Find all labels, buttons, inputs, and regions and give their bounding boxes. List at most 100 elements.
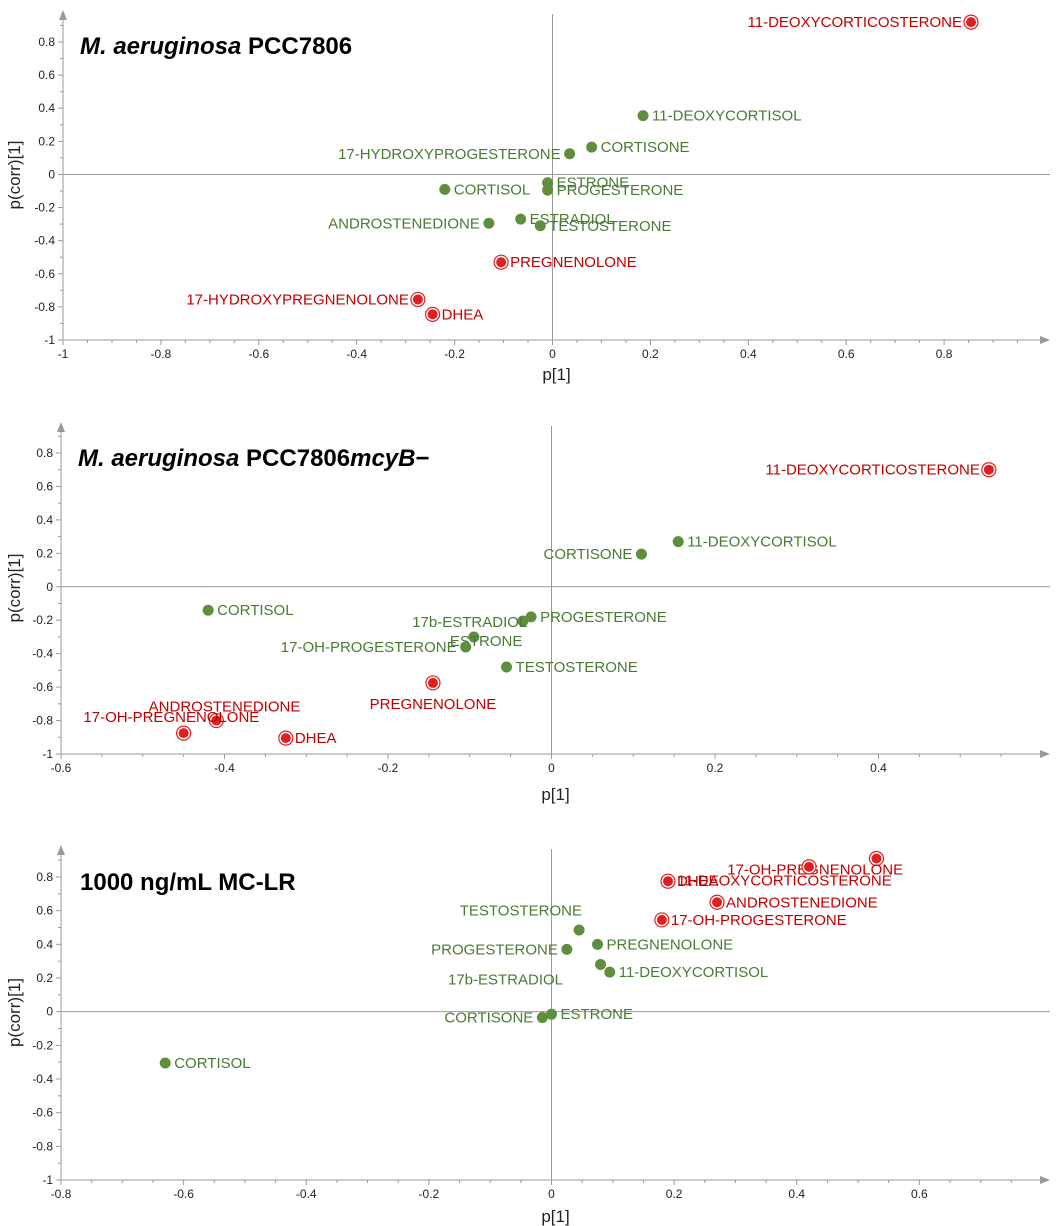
x-tick-label: 0.4 xyxy=(788,1187,805,1201)
point-label: 17-HYDROXYPROGESTERONE xyxy=(338,146,561,163)
point-label: 17-OH-PROGESTERONE xyxy=(281,639,457,656)
data-point xyxy=(412,294,423,305)
y-tick-label: -0.8 xyxy=(34,300,55,314)
data-point xyxy=(280,733,291,744)
x-tick-label: -0.6 xyxy=(248,347,269,361)
point-label: ESTRADIOL xyxy=(530,211,615,228)
x-tick-label: 0.2 xyxy=(642,347,659,361)
chart-panel-2: -1 -0.8 -0.6 -0.4 -0.2 0 0.2 0.4 0.6 0.8 -0.6 -0.4 -… xyxy=(5,422,1050,804)
data-point xyxy=(501,661,513,673)
x-tick-label: 0.6 xyxy=(911,1187,928,1201)
y-tick-label: -1 xyxy=(44,333,55,347)
x-tick-label: 0 xyxy=(548,761,555,775)
y-tick-label: 0.8 xyxy=(36,446,53,460)
y-tick-label: 0.6 xyxy=(36,904,53,918)
x-tick-label: -0.4 xyxy=(346,347,367,361)
data-point xyxy=(542,184,554,196)
point-label: CORTISOL xyxy=(217,602,293,619)
x-tick-label: -0.2 xyxy=(419,1187,440,1201)
x-tick-label: 0.2 xyxy=(666,1187,683,1201)
y-axis-label: p(corr)[1] xyxy=(5,554,24,623)
data-point xyxy=(439,183,451,195)
data-point xyxy=(586,141,598,153)
y-axis-label: p(corr)[1] xyxy=(5,978,24,1047)
point-label: 17b-ESTRADIOL xyxy=(412,614,527,631)
point-label: PREGNENOLONE xyxy=(510,254,637,271)
data-point xyxy=(573,924,585,936)
y-tick-label: -0.4 xyxy=(32,1072,53,1086)
x-tick-label: -1 xyxy=(58,347,69,361)
y-tick-label: 0.2 xyxy=(36,971,53,985)
data-point xyxy=(637,110,649,122)
point-label: ESTRONE xyxy=(557,175,630,192)
x-tick-label: -0.6 xyxy=(173,1187,194,1201)
data-point xyxy=(483,217,495,229)
point-label: 11-DEOXYCORTISOL xyxy=(652,108,802,125)
point-label: PREGNENOLONE xyxy=(606,936,733,953)
data-point xyxy=(561,943,573,955)
point-label: 17-OH-PREGNENOLONE xyxy=(83,709,259,726)
data-point xyxy=(159,1057,171,1069)
data-point xyxy=(536,1012,548,1024)
point-label: ANDROSTENEDIONE xyxy=(149,698,301,715)
x-tick-label: 0.4 xyxy=(870,761,887,775)
data-point xyxy=(525,611,537,623)
data-point xyxy=(211,715,222,726)
data-point xyxy=(966,17,977,28)
data-point xyxy=(656,914,667,925)
data-point xyxy=(672,536,684,548)
x-tick-label: 0.8 xyxy=(936,347,953,361)
y-tick-label: -0.8 xyxy=(32,1139,53,1153)
y-axis-arrow xyxy=(57,845,65,855)
y-tick-label: -0.4 xyxy=(32,647,53,661)
data-point xyxy=(595,959,607,971)
y-tick-label: -0.6 xyxy=(34,267,55,281)
y-tick-label: -0.2 xyxy=(34,201,55,215)
point-label: 17-OH-PROGESTERONE xyxy=(671,912,847,929)
data-point xyxy=(635,548,647,560)
point-label: PREGNENOLONE xyxy=(370,696,497,713)
y-tick-label: 0.8 xyxy=(38,35,55,49)
chart-panel-3: -1-0.8-0.6-0.4-0.200.20.40.60.8-0.8 -0.6-… xyxy=(5,845,1050,1226)
y-tick-label: -0.6 xyxy=(32,1106,53,1120)
y-tick-label: 0 xyxy=(48,167,55,181)
x-tick-label: 0.4 xyxy=(740,347,757,361)
x-tick-label: 0 xyxy=(549,347,556,361)
point-label: 11-DEOXYCORTICOSTERONE xyxy=(765,462,979,479)
y-tick-label: 0.4 xyxy=(36,937,53,951)
data-point xyxy=(178,728,189,739)
x-tick-label: 0.6 xyxy=(838,347,855,361)
data-point xyxy=(468,631,480,643)
x-axis-label: p[1] xyxy=(541,1207,569,1226)
y-tick-label: -0.6 xyxy=(32,680,53,694)
data-point xyxy=(427,309,438,320)
y-tick-label: -1 xyxy=(42,747,53,761)
point-label: PROGESTERONE xyxy=(540,609,667,626)
y-tick-label: 0.4 xyxy=(36,513,53,527)
x-tick-label: 0 xyxy=(548,1187,555,1201)
point-label: CORTISOL xyxy=(454,181,530,198)
data-point xyxy=(517,615,529,627)
y-axis-label: p(corr)[1] xyxy=(5,141,24,210)
point-label: CORTISONE xyxy=(601,139,690,156)
y-tick-label: 0.8 xyxy=(36,870,53,884)
point-label: ANDROSTENEDIONE xyxy=(726,894,878,911)
panel-title: M. aeruginosa PCC7806 xyxy=(80,33,352,60)
x-tick-label: 0.2 xyxy=(707,761,724,775)
y-axis-arrow xyxy=(57,422,65,432)
data-point xyxy=(427,677,438,688)
point-label: 17-HYDROXYPREGNENOLONE xyxy=(186,291,409,308)
data-point xyxy=(534,220,546,232)
x-axis-label: p[1] xyxy=(541,785,569,804)
x-tick-label: -0.8 xyxy=(51,1187,72,1201)
x-tick-label: -0.2 xyxy=(378,761,399,775)
x-axis-arrow xyxy=(1040,1176,1050,1184)
data-point xyxy=(460,641,472,653)
data-point xyxy=(804,861,815,872)
data-point xyxy=(983,464,994,475)
y-tick-label: 0.6 xyxy=(36,479,53,493)
y-tick-label: 0.2 xyxy=(38,134,55,148)
point-label: 17b-ESTRADIOL xyxy=(448,972,563,989)
y-tick-label: -1 xyxy=(42,1173,53,1187)
